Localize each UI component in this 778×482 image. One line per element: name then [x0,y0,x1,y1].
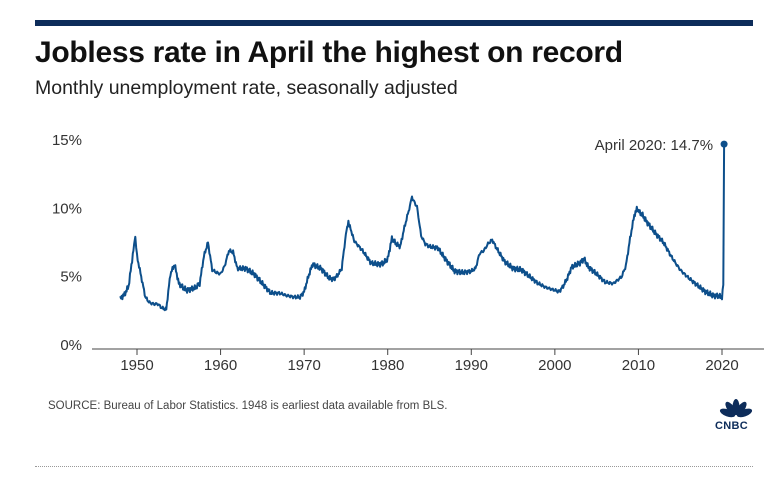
y-tick-label: 15% [52,132,82,149]
annotation-point [720,140,728,148]
x-tick-label: 1950 [120,357,153,374]
top-rule [35,20,753,26]
x-tick-label: 1970 [287,357,320,374]
x-tick-label: 1990 [455,357,488,374]
line-chart: 0% 5% 10% 15% 1950 1960 1970 1980 1990 2000 2010 20… [52,132,764,374]
page-title: Jobless rate in April the highest on rec… [35,36,623,69]
x-tick-label: 2020 [705,357,738,374]
page-subtitle: Monthly unemployment rate, seasonally ad… [35,77,458,99]
bottom-rule [35,466,753,467]
x-tick-label: 1980 [371,357,404,374]
y-tick-label: 5% [60,269,82,286]
source-note: SOURCE: Bureau of Labor Statistics. 1948… [48,400,448,412]
annotation-label: April 2020: 14.7% [595,137,713,154]
x-tick-label: 2010 [622,357,655,374]
x-tick-label: 2000 [538,357,571,374]
y-tick-label: 10% [52,200,82,217]
unemployment-series-line [119,144,726,312]
peacock-logo-icon [719,399,753,418]
logo-text: CNBC [715,420,748,432]
x-tick-label: 1960 [204,357,237,374]
y-tick-label: 0% [60,337,82,354]
